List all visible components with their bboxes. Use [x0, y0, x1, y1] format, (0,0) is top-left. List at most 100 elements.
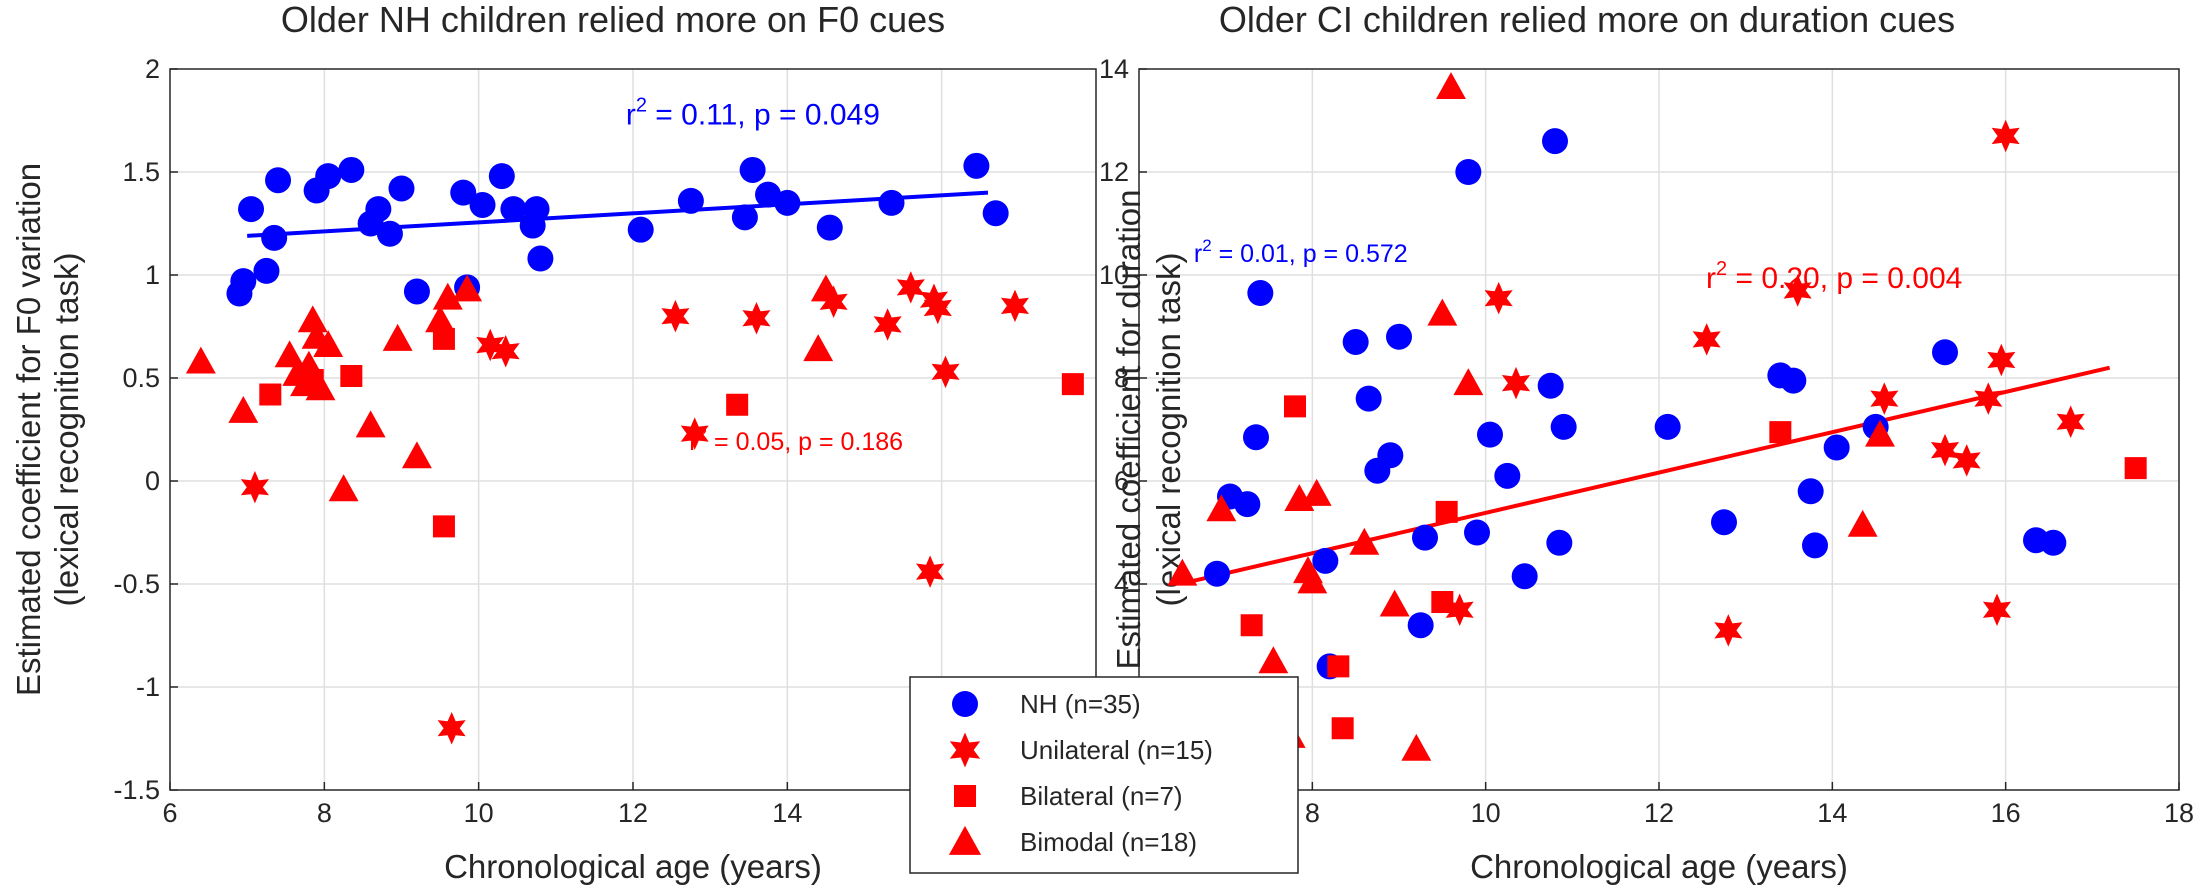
legend-label: Unilateral (n=15): [1020, 735, 1213, 765]
data-point: [916, 555, 945, 588]
x-tick-label: 14: [772, 798, 802, 828]
data-point: [1401, 733, 1432, 761]
data-point: [265, 167, 292, 194]
stat-annotation: r2 = 0.01, p = 0.572: [1194, 236, 1408, 268]
data-point: [1484, 281, 1513, 315]
x-tick-label: 12: [618, 798, 648, 828]
data-point: [476, 328, 505, 362]
x-axis-label: Chronological age (years): [1470, 848, 1848, 885]
data-point: [2056, 405, 2085, 438]
data-point: [1342, 328, 1369, 355]
data-point: [2040, 529, 2067, 556]
y-axis-label: Estimated coefficient for F0 variation: [10, 163, 47, 696]
data-point: [1061, 373, 1084, 396]
data-point: [1240, 614, 1263, 637]
data-point: [1000, 289, 1029, 323]
y-tick-label: 10: [1099, 260, 1129, 290]
data-point: [677, 187, 704, 214]
data-point: [803, 334, 834, 362]
data-point: [1932, 339, 1958, 366]
data-point: [1511, 563, 1538, 590]
data-point: [1711, 509, 1737, 536]
data-point: [297, 305, 328, 333]
y-tick-label: 0: [145, 466, 160, 496]
series-unilateral: [240, 271, 1029, 745]
series-bilateral: [1240, 395, 2147, 740]
data-point: [437, 712, 466, 745]
regression-line-ci: [1190, 365, 2111, 584]
legend-marker: [952, 691, 978, 717]
data-point: [238, 196, 265, 223]
data-point: [1297, 566, 1328, 594]
data-point: [1435, 500, 1458, 523]
data-point: [1167, 558, 1198, 586]
y-tick-label: 4: [1114, 569, 1129, 599]
data-point: [365, 196, 392, 223]
y-tick-label: -1.5: [113, 775, 160, 805]
data-point: [919, 283, 948, 316]
x-tick-label: 8: [317, 798, 332, 828]
data-point: [1243, 424, 1269, 451]
data-point: [340, 364, 363, 387]
data-point: [376, 220, 403, 247]
data-point: [1204, 560, 1230, 587]
series-nh: [1204, 128, 2067, 747]
data-point: [896, 271, 925, 304]
x-tick-label: 12: [1644, 798, 1674, 828]
data-point: [1331, 717, 1354, 740]
data-point: [253, 257, 280, 284]
y-tick-label: 12: [1099, 157, 1129, 187]
x-tick-label: 10: [464, 798, 494, 828]
data-point: [1550, 413, 1577, 440]
data-point: [731, 204, 758, 231]
x-axis-label: Chronological age (years): [444, 848, 822, 885]
x-tick-label: 6: [162, 798, 177, 828]
data-point: [491, 335, 520, 368]
data-point: [425, 305, 456, 333]
y-tick-label: 6: [1114, 466, 1129, 496]
data-point: [1258, 646, 1289, 674]
data-point: [1386, 323, 1412, 350]
data-point: [1455, 159, 1482, 185]
data-point: [819, 285, 848, 318]
data-point: [878, 189, 905, 216]
data-point: [240, 470, 269, 504]
data-point: [338, 156, 365, 183]
data-point: [469, 191, 496, 218]
data-point: [1436, 72, 1466, 99]
y-tick-label: 1: [145, 260, 160, 290]
y-axis-label: (lexical recognition task): [48, 253, 85, 607]
data-point: [523, 196, 550, 223]
data-point: [293, 350, 324, 378]
data-point: [661, 299, 690, 333]
data-point: [1769, 421, 1792, 444]
data-point: [1312, 547, 1339, 574]
data-point: [315, 163, 342, 190]
data-point: [328, 474, 359, 502]
data-point: [382, 323, 413, 351]
data-point: [1284, 395, 1306, 418]
data-point: [432, 515, 455, 538]
data-point: [1982, 593, 2012, 626]
data-point: [259, 383, 282, 406]
grid: [1139, 69, 2179, 790]
data-point: [1234, 491, 1261, 518]
data-point: [355, 410, 386, 438]
y-axis-label: Estimated coefficient for duration: [1110, 190, 1147, 670]
data-point: [1206, 494, 1237, 522]
data-point: [305, 373, 336, 401]
series-unilateral: [1220, 119, 2085, 745]
x-tick-label: 18: [2164, 798, 2194, 828]
data-point: [1714, 614, 1743, 647]
y-tick-label: 2: [145, 54, 160, 84]
data-point: [1654, 413, 1681, 440]
data-point: [1991, 119, 2020, 153]
data-point: [313, 330, 344, 357]
data-point: [1987, 343, 2016, 377]
data-point: [739, 156, 766, 183]
data-point: [1453, 368, 1484, 396]
data-point: [1865, 419, 1895, 447]
data-point: [1546, 529, 1573, 556]
data-point: [931, 355, 960, 389]
